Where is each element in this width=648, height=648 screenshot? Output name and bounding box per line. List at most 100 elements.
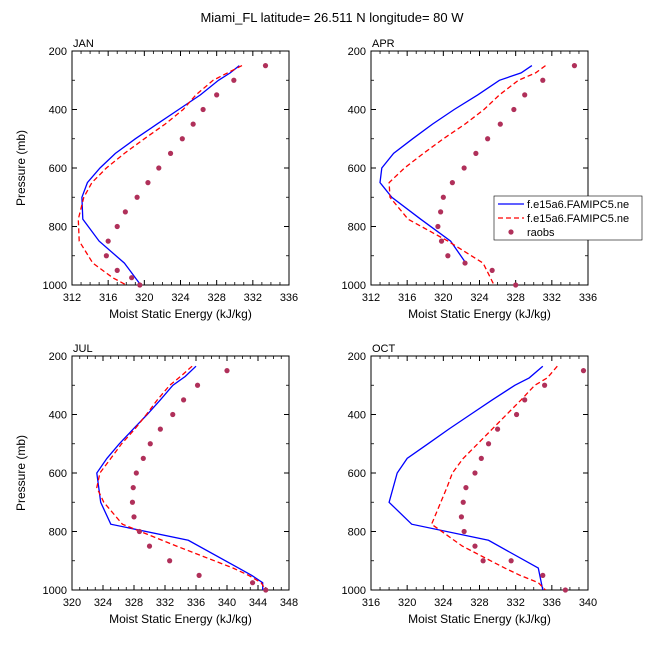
plot-frame [71, 50, 290, 286]
obs-dot [562, 587, 568, 593]
panel-label: APR [372, 38, 395, 50]
obs-dot [190, 121, 196, 127]
obs-dot [508, 558, 514, 564]
obs-dot [129, 275, 135, 281]
obs-dot [449, 180, 455, 186]
x-tick-label: 316 [99, 292, 117, 304]
obs-dot [263, 587, 269, 593]
obs-dot [114, 223, 120, 230]
x-tick-label: 320 [434, 292, 452, 304]
x-tick-label: 324 [434, 597, 452, 609]
obs-dot [480, 558, 486, 564]
x-tick-label: 332 [244, 292, 262, 304]
obs-dot [522, 92, 528, 98]
plot-frame [71, 355, 290, 591]
obs-dot [157, 426, 163, 432]
panel-label: OCT [372, 343, 396, 355]
obs-dot [129, 499, 136, 505]
y-axis-label: Pressure (mb) [14, 130, 28, 206]
y-tick-label: 800 [348, 527, 366, 539]
y-tick-label: 400 [49, 105, 67, 117]
obs-dot [440, 194, 446, 200]
obs-dot [200, 106, 206, 113]
y-tick-label: 200 [49, 351, 67, 363]
obs-dot [194, 382, 201, 388]
y-tick-label: 1000 [342, 585, 366, 597]
obs-dot [224, 368, 230, 374]
plot-frame [370, 355, 589, 591]
obs-dot [214, 92, 220, 98]
figure-title: Miami_FL latitude= 26.511 N longitude= 8… [200, 10, 464, 25]
obs-dot [134, 194, 140, 200]
obs-dot [478, 455, 484, 461]
obs-dot [540, 572, 546, 578]
obs-dot [103, 253, 109, 259]
obs-dot [540, 77, 546, 83]
panel-jul: JUL 320 324 328 332 336 340 344 348 200 400 600 800 1… [14, 343, 298, 626]
legend-label: f.e15a6.FAMIPC5.ne [527, 199, 629, 211]
model-line-dashed [77, 65, 243, 285]
y-tick-label: 600 [348, 163, 366, 175]
obs-dot [122, 209, 128, 215]
model-line-solid [379, 65, 533, 264]
obs-dot [105, 238, 111, 244]
obs-dot [458, 514, 465, 520]
y-tick-label: 600 [49, 163, 67, 175]
y-tick-label: 600 [49, 468, 67, 480]
obs-dot [485, 441, 492, 447]
obs-dot [513, 411, 520, 418]
obs-dot [485, 136, 491, 142]
obs-dot [460, 499, 466, 505]
x-tick-label: 328 [470, 597, 488, 609]
obs-dot [489, 267, 495, 273]
y-tick-label: 800 [49, 527, 67, 539]
obs-dot [146, 543, 153, 549]
x-tick-label: 316 [398, 292, 416, 304]
legend-dot [508, 229, 514, 235]
x-tick-label: 344 [249, 597, 267, 609]
panel-label: JAN [73, 38, 94, 50]
x-axis-label: Moist Static Energy (kJ/kg) [408, 307, 551, 321]
obs-dot [156, 165, 162, 171]
panel-label: JUL [73, 343, 93, 355]
obs-dot [179, 136, 185, 142]
y-tick-label: 400 [348, 410, 366, 422]
obs-dot [137, 282, 143, 288]
x-tick-label: 336 [579, 292, 597, 304]
x-tick-label: 332 [506, 597, 524, 609]
obs-dot [522, 397, 528, 403]
y-tick-label: 800 [348, 222, 366, 234]
model-line-dashed [388, 65, 546, 285]
obs-dot [249, 580, 256, 586]
x-tick-label: 328 [207, 292, 225, 304]
x-tick-label: 328 [125, 597, 143, 609]
obs-dot [133, 470, 139, 476]
obs-dot [262, 63, 269, 69]
obs-dot [438, 209, 444, 215]
y-tick-label: 800 [49, 222, 67, 234]
x-tick-label: 320 [135, 292, 153, 304]
y-tick-label: 1000 [43, 585, 67, 597]
obs-dot [580, 368, 587, 374]
obs-dot [438, 238, 445, 244]
x-tick-label: 320 [63, 597, 81, 609]
obs-dot [181, 397, 187, 403]
obs-dot [231, 77, 237, 83]
obs-dot [461, 165, 467, 171]
obs-dot [513, 282, 519, 288]
obs-dot [497, 121, 503, 127]
plot-frame [370, 50, 589, 286]
obs-dot [473, 150, 479, 156]
panel-oct: OCT 316 320 324 328 332 336 340 200 400 600 800 1000… [342, 343, 598, 626]
obs-dot [461, 528, 467, 535]
x-axis-label: Moist Static Energy (kJ/kg) [109, 612, 252, 626]
y-tick-label: 1000 [43, 280, 67, 292]
obs-dot [462, 260, 468, 266]
obs-dot [167, 558, 173, 564]
x-tick-label: 324 [470, 292, 488, 304]
x-axis-label: Moist Static Energy (kJ/kg) [109, 307, 252, 321]
x-tick-label: 328 [506, 292, 524, 304]
obs-dot [170, 411, 176, 418]
legend: f.e15a6.FAMIPC5.ne f.e15a6.FAMIPC5.ne raob… [493, 195, 643, 241]
